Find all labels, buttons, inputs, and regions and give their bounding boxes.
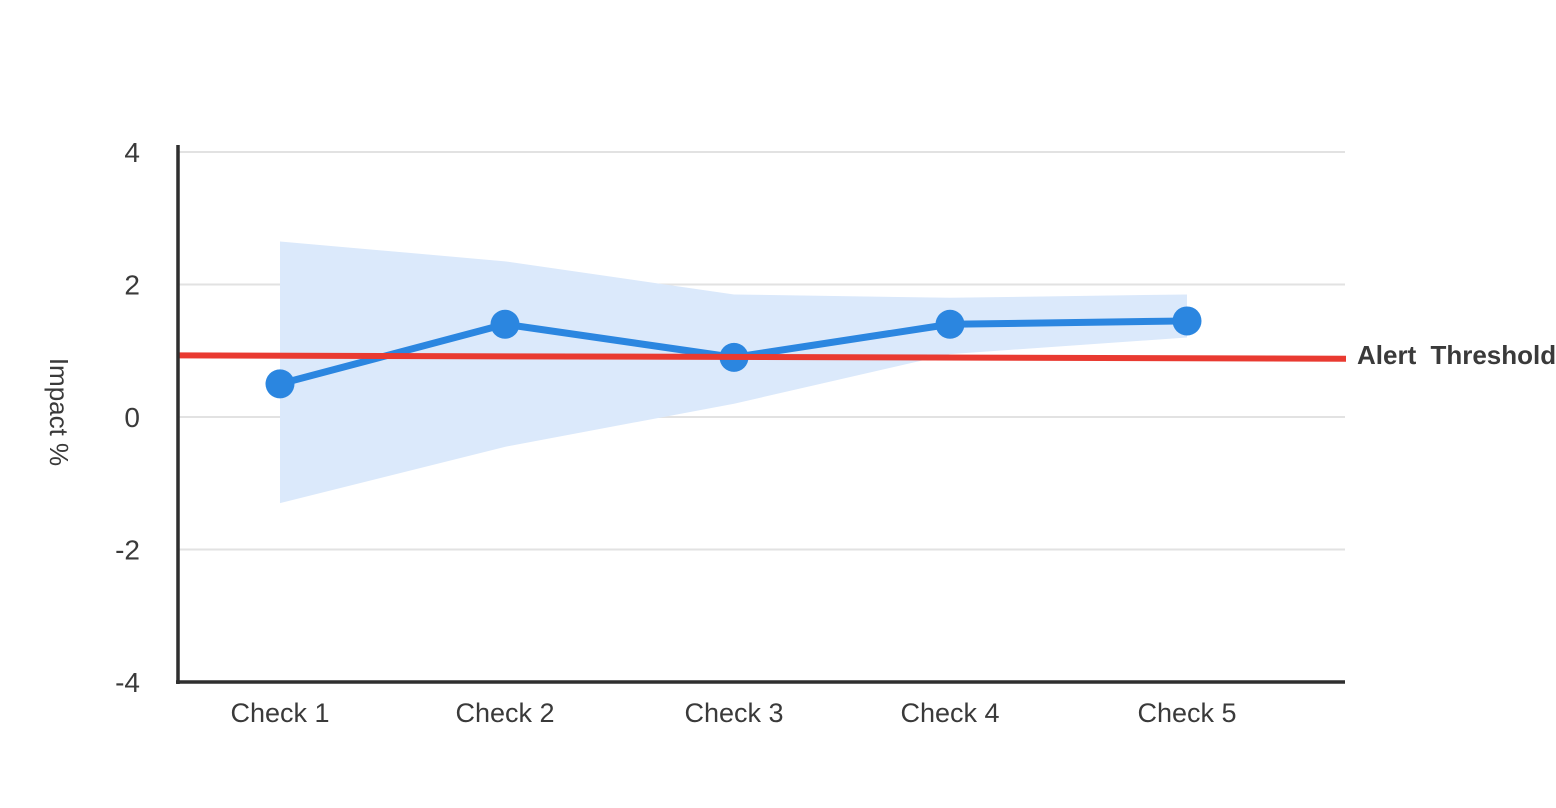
threshold-label: Alert Threshold: [1357, 340, 1556, 370]
x-axis-label: Check 4: [900, 698, 999, 728]
y-axis-title: Impact %: [44, 358, 74, 466]
y-tick-labels: 4 2 0 -2 -4: [115, 137, 140, 698]
x-axis-label: Check 5: [1137, 698, 1236, 728]
x-axis-label: Check 3: [684, 698, 783, 728]
data-point: [1172, 306, 1202, 336]
y-tick-label: -2: [115, 535, 140, 566]
x-axis-label: Check 1: [230, 698, 329, 728]
data-point: [265, 369, 295, 399]
alert-threshold-line: [177, 352, 1347, 362]
y-tick-label: -4: [115, 667, 140, 698]
confidence-band: [280, 241, 1187, 504]
y-tick-label: 0: [124, 402, 140, 433]
data-point: [490, 309, 520, 339]
y-tick-label: 2: [124, 270, 140, 301]
data-point: [935, 309, 965, 339]
x-axis-label: Check 2: [455, 698, 554, 728]
x-category-labels: Check 1 Check 2 Check 3 Check 4 Check 5: [230, 698, 1236, 728]
y-tick-label: 4: [124, 137, 140, 168]
